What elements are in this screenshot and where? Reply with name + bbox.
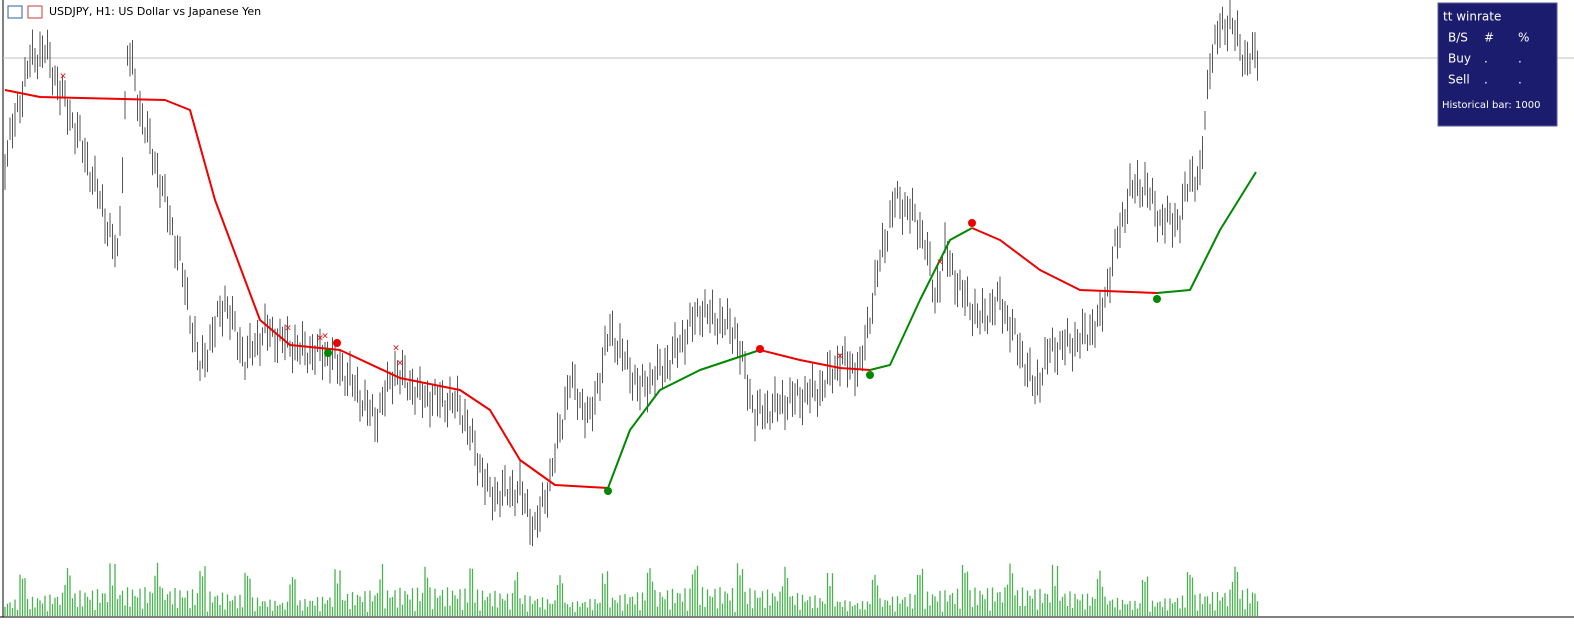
panel-box: [1437, 2, 1558, 127]
moving-average: ××××××××: [4, 72, 1257, 495]
volume-bars: [4, 562, 1259, 616]
price-bars: [4, 0, 1258, 547]
cell: .: [1518, 73, 1522, 87]
ma-segment: [4, 89, 609, 489]
cross-marker: ×: [59, 72, 67, 82]
signal-marker: [866, 371, 874, 379]
cell: .: [1484, 73, 1488, 87]
menu-icon[interactable]: [7, 5, 23, 19]
panel-footer: Historical bar: 1000: [1442, 100, 1540, 111]
signal-marker: [968, 219, 976, 227]
signal-marker: [333, 339, 341, 347]
cross-marker: ×: [836, 352, 844, 362]
ma-segment: [869, 227, 973, 371]
cross-marker: ×: [316, 334, 324, 344]
panel-title: tt winrate: [1443, 10, 1501, 24]
row-label: Sell: [1448, 73, 1470, 87]
cell: .: [1518, 52, 1522, 66]
chart-title: USDJPY, H1: US Dollar vs Japanese Yen: [49, 5, 261, 18]
cross-marker: ×: [284, 324, 292, 334]
signal-marker: [604, 487, 612, 495]
ma-segment: [607, 349, 761, 489]
cross-marker: ×: [936, 258, 944, 268]
cross-marker: ×: [396, 359, 404, 369]
column-header: %: [1518, 31, 1529, 45]
column-header: #: [1484, 31, 1494, 45]
ma-segment: [971, 227, 1158, 294]
ma-segment: [1156, 171, 1257, 294]
chart-icon[interactable]: [27, 5, 43, 19]
column-header: B/S: [1448, 31, 1468, 45]
signal-marker: [324, 349, 332, 357]
cross-marker: ×: [392, 344, 400, 354]
signal-marker: [756, 345, 764, 353]
ma-segment: [759, 349, 871, 371]
cell: .: [1484, 52, 1488, 66]
winrate-panel: tt winrate B/S # % Buy . . Sell . . Hist…: [1437, 2, 1558, 127]
signal-marker: [1153, 295, 1161, 303]
row-label: Buy: [1448, 52, 1471, 66]
cross-marker: ×: [321, 332, 329, 342]
